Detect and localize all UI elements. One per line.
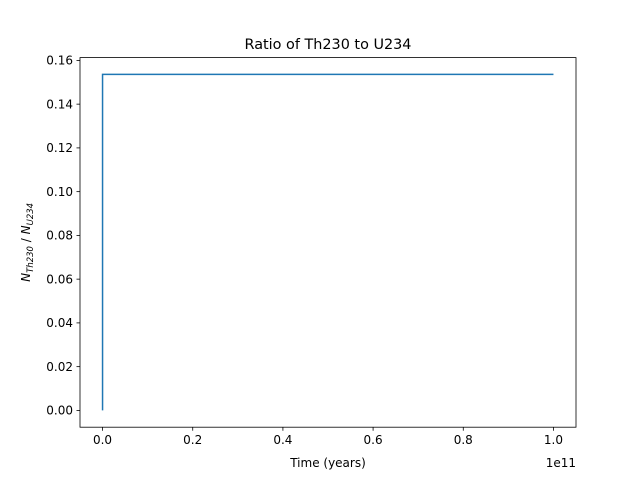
y-tick-label: 0.10 xyxy=(46,185,73,199)
y-label-n2: N xyxy=(19,225,33,234)
x-tick-label: 0.0 xyxy=(93,433,112,447)
x-ticks: 0.0 0.2 0.4 0.6 0.8 1.0 xyxy=(93,427,563,447)
series-layer xyxy=(101,73,554,411)
y-label-sub2: U234 xyxy=(26,203,36,225)
y-tick-label: 0.06 xyxy=(46,272,73,286)
y-tick-label: 0.16 xyxy=(46,54,73,68)
y-ticks: 0.00 0.02 0.04 0.06 0.08 0.10 0.12 0.14 0.16 xyxy=(46,54,80,418)
x-tick-label: 0.6 xyxy=(364,433,383,447)
plot-frame xyxy=(79,57,577,428)
y-tick-label: 0.14 xyxy=(46,97,73,111)
x-tick-label: 1.0 xyxy=(544,433,563,447)
x-axis-label: Time (years) xyxy=(289,456,366,470)
y-tick-label: 0.12 xyxy=(46,141,73,155)
y-label-n1: N xyxy=(19,273,33,282)
chart-title: Ratio of Th230 to U234 xyxy=(245,37,412,53)
x-axis-offset-label: 1e11 xyxy=(546,456,576,470)
x-tick-label: 0.4 xyxy=(273,433,292,447)
plot-area-background xyxy=(80,57,576,428)
y-tick-label: 0.02 xyxy=(46,360,73,374)
x-tick-label: 0.2 xyxy=(183,433,202,447)
x-tick-label: 0.8 xyxy=(454,433,473,447)
y-label-sep: / xyxy=(19,234,33,246)
y-axis-label: NTh230 / NU234 xyxy=(19,203,36,282)
y-tick-label: 0.00 xyxy=(46,404,73,418)
y-label-sub1: Th230 xyxy=(26,246,36,273)
series-line-0 xyxy=(101,73,554,411)
y-tick-label: 0.04 xyxy=(46,316,73,330)
y-tick-label: 0.08 xyxy=(46,229,73,243)
